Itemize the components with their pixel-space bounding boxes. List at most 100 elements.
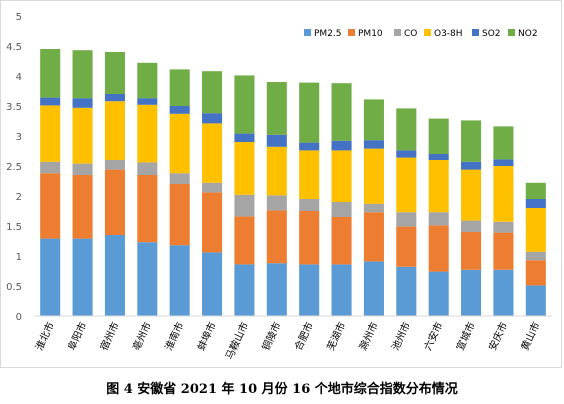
bar-segment-co bbox=[525, 251, 546, 261]
bar-segment-o38h bbox=[202, 123, 223, 183]
bar-segment-no2 bbox=[40, 49, 61, 98]
x-category-label: 池州市 bbox=[389, 320, 413, 353]
x-category-label: 淮北市 bbox=[32, 320, 56, 353]
bar-segment-so2 bbox=[202, 113, 223, 124]
bar-segment-so2 bbox=[525, 199, 546, 208]
bar-segment-pm10 bbox=[396, 226, 417, 267]
legend-swatch bbox=[424, 29, 431, 36]
bar-segment-pm10 bbox=[72, 175, 93, 239]
bar-segment-pm10 bbox=[428, 225, 449, 272]
bar-segment-no2 bbox=[104, 52, 125, 94]
bar-segment-o38h bbox=[266, 146, 287, 196]
bar-segment-so2 bbox=[331, 140, 352, 151]
bar-segment-pm10 bbox=[331, 217, 352, 265]
y-tick-label: 0 bbox=[16, 312, 22, 323]
bar-segment-o38h bbox=[40, 105, 61, 162]
bar-segment-no2 bbox=[396, 108, 417, 151]
bar-segment-co bbox=[104, 160, 125, 170]
bar-segment-o38h bbox=[493, 166, 514, 222]
bar-segment-co bbox=[461, 220, 482, 232]
legend-label: O3-8H bbox=[434, 29, 463, 39]
bar-segment-co bbox=[72, 163, 93, 175]
bar-segment-pm25 bbox=[266, 263, 287, 316]
bar-segment-pm25 bbox=[72, 238, 93, 316]
legend-label: PM10 bbox=[358, 29, 383, 39]
bar-segment-pm10 bbox=[493, 232, 514, 270]
bar-segment-so2 bbox=[493, 159, 514, 166]
bar-segment-so2 bbox=[234, 133, 255, 142]
bar-segment-pm25 bbox=[169, 245, 190, 316]
bar-segment-no2 bbox=[299, 82, 320, 143]
bar-segment-no2 bbox=[137, 62, 158, 99]
bar-segment-co bbox=[40, 161, 61, 174]
bar-segment-pm25 bbox=[104, 235, 125, 316]
bar-segment-pm25 bbox=[137, 242, 158, 316]
bar-segment-pm10 bbox=[363, 212, 384, 262]
x-category-label: 阜阳市 bbox=[65, 320, 89, 353]
x-category-label: 黄山市 bbox=[518, 320, 542, 353]
bar-segment-o38h bbox=[331, 150, 352, 202]
bar-segment-pm25 bbox=[202, 252, 223, 316]
bar-segment-o38h bbox=[525, 208, 546, 252]
bar-segment-pm10 bbox=[137, 175, 158, 243]
bar-segment-o38h bbox=[428, 160, 449, 213]
bar-segment-pm25 bbox=[40, 238, 61, 316]
bar-segment-pm25 bbox=[493, 269, 514, 316]
x-category-label: 六安市 bbox=[421, 320, 445, 353]
bar-segment-so2 bbox=[299, 142, 320, 151]
bar-segment-pm25 bbox=[299, 264, 320, 316]
bar-segment-no2 bbox=[461, 120, 482, 162]
bar-segment-o38h bbox=[137, 104, 158, 163]
bars bbox=[40, 49, 546, 316]
bar-segment-pm25 bbox=[461, 269, 482, 316]
bar-segment-pm25 bbox=[234, 264, 255, 316]
legend-swatch bbox=[472, 29, 479, 36]
bar-segment-co bbox=[363, 203, 384, 213]
legend-label: NO2 bbox=[518, 29, 538, 39]
bar-segment-o38h bbox=[169, 113, 190, 174]
x-category-label: 芜湖市 bbox=[324, 320, 348, 353]
bar-segment-no2 bbox=[202, 71, 223, 114]
bar-segment-no2 bbox=[266, 82, 287, 135]
y-tick-label: 1.5 bbox=[6, 222, 22, 233]
bar-segment-co bbox=[331, 202, 352, 217]
y-axis-ticks: 0 0.5 1 1.5 2 2.5 3 3.5 4 4.5 5 bbox=[6, 12, 22, 323]
bar-segment-no2 bbox=[234, 75, 255, 134]
bar-segment-pm25 bbox=[525, 285, 546, 316]
bar-segment-co bbox=[202, 182, 223, 193]
bar-segment-co bbox=[169, 173, 190, 184]
bar-segment-co bbox=[493, 221, 514, 233]
bar-segment-o38h bbox=[299, 150, 320, 199]
bar-segment-pm10 bbox=[266, 210, 287, 264]
legend-label: SO2 bbox=[482, 29, 501, 39]
bar-segment-o38h bbox=[72, 107, 93, 164]
bar-segment-co bbox=[137, 162, 158, 175]
figure-caption: 图 4 安徽省 2021 年 10 月份 16 个地市综合指数分布情况 bbox=[106, 382, 458, 397]
bar-segment-pm25 bbox=[363, 261, 384, 316]
x-category-label: 淮南市 bbox=[162, 320, 186, 353]
x-category-label: 宣城市 bbox=[453, 320, 477, 353]
bar-segment-so2 bbox=[396, 150, 417, 158]
legend-swatch bbox=[508, 29, 515, 36]
bar-segment-pm25 bbox=[428, 271, 449, 316]
bar-segment-pm10 bbox=[234, 216, 255, 265]
bar-segment-pm25 bbox=[331, 264, 352, 316]
bar-segment-pm10 bbox=[525, 260, 546, 286]
bar-segment-no2 bbox=[525, 182, 546, 199]
y-tick-label: 3 bbox=[16, 132, 22, 143]
bar-segment-so2 bbox=[169, 106, 190, 114]
bar-segment-so2 bbox=[461, 161, 482, 170]
y-tick-label: 4.5 bbox=[6, 42, 22, 53]
bar-segment-so2 bbox=[137, 98, 158, 105]
x-category-label: 亳州市 bbox=[130, 320, 154, 353]
bar-segment-so2 bbox=[428, 154, 449, 160]
bar-segment-pm10 bbox=[169, 184, 190, 246]
x-category-label: 铜陵市 bbox=[259, 320, 283, 353]
bar-segment-o38h bbox=[461, 169, 482, 221]
legend-swatch bbox=[348, 29, 355, 36]
bar-segment-so2 bbox=[40, 97, 61, 106]
bar-segment-pm10 bbox=[40, 173, 61, 239]
legend-label: CO bbox=[404, 29, 417, 39]
bar-segment-no2 bbox=[363, 99, 384, 141]
bar-segment-pm10 bbox=[299, 211, 320, 265]
